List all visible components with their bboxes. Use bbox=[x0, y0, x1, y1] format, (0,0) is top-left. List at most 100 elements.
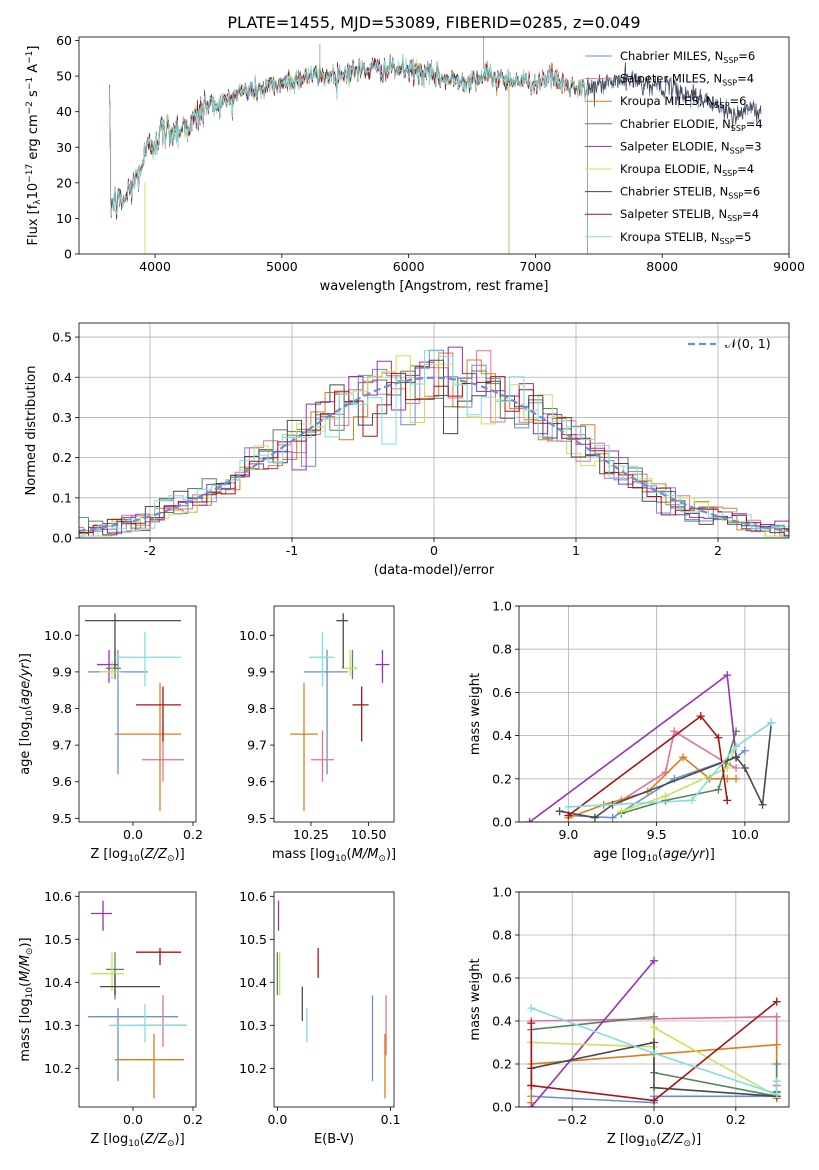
y-tick-label: 9.5 bbox=[247, 811, 267, 826]
weight-marker bbox=[617, 807, 626, 816]
spectrum-legend: Chabrier MILES, NSSP=6 Salpeter MILES, NS… bbox=[585, 49, 763, 246]
errorbar-point bbox=[115, 631, 181, 687]
plot-area bbox=[79, 346, 789, 537]
legend-label: Chabrier STELIB, NSSP=6 bbox=[620, 185, 760, 201]
panels: 4000 5000 6000 7000 8000 90000102030405060wav… bbox=[18, 33, 805, 1149]
x-tick-label: 0.0 bbox=[123, 1112, 143, 1127]
residual-histogram bbox=[79, 372, 789, 536]
plot-area bbox=[88, 900, 187, 1099]
weight-marker bbox=[723, 671, 732, 680]
weight-marker bbox=[772, 1012, 781, 1021]
y-tick-label: 0.4 bbox=[492, 728, 512, 743]
y-tick-label: 9.8 bbox=[52, 701, 72, 716]
errorbar-point bbox=[290, 682, 318, 812]
x-tick-label: 0.2 bbox=[183, 827, 203, 842]
weight-marker bbox=[527, 1081, 536, 1090]
x-axis-label: Z [log10(Z/Z⊙)] bbox=[90, 1132, 184, 1149]
plot-area bbox=[525, 671, 776, 822]
weight-series-line bbox=[530, 960, 655, 1107]
plot-area bbox=[290, 613, 390, 812]
y-tick-label: 0 bbox=[64, 247, 72, 262]
y-tick-label: 9.7 bbox=[247, 738, 267, 753]
errorbar-point bbox=[136, 686, 181, 742]
weight-marker bbox=[714, 785, 723, 794]
y-axis-label: mass [log10(M/M⊙)] bbox=[18, 937, 35, 1061]
y-axis-label: Flux [fλ10−17 erg cm−2 s−1 A−1] bbox=[25, 46, 43, 246]
errorbar-point bbox=[100, 660, 121, 680]
weight-marker bbox=[772, 1090, 781, 1099]
weight-marker bbox=[772, 1040, 781, 1049]
y-tick-label: 0.2 bbox=[492, 771, 512, 786]
errorbar-point bbox=[115, 1033, 184, 1099]
legend-label: Salpeter ELODIE, NSSP=3 bbox=[620, 139, 762, 155]
axes-frame bbox=[518, 605, 790, 823]
x-tick-label: 10.0 bbox=[731, 827, 759, 842]
y-tick-label: 9.6 bbox=[247, 774, 267, 789]
axes-frame bbox=[518, 891, 790, 1108]
y-tick-label: 10.5 bbox=[239, 932, 267, 947]
y-tick-label: 1.0 bbox=[492, 599, 512, 614]
x-tick-label: -1 bbox=[286, 543, 298, 558]
weight-marker bbox=[527, 1103, 536, 1107]
y-tick-label: 0.6 bbox=[492, 971, 512, 986]
x-tick-label: 0.1 bbox=[381, 1112, 401, 1127]
weight-series-line bbox=[530, 1000, 778, 1102]
errorbar-point bbox=[336, 613, 348, 669]
y-tick-label: 10.2 bbox=[239, 1061, 267, 1076]
x-tick-label: 5000 bbox=[266, 259, 298, 274]
x-axis-label: wavelength [Angstrom, rest frame] bbox=[320, 279, 549, 294]
weight-marker bbox=[687, 796, 696, 805]
x-tick-label: 0.0 bbox=[644, 1112, 664, 1127]
x-tick-label: −0.2 bbox=[557, 1112, 587, 1127]
y-axis-label: mass weight bbox=[468, 673, 483, 755]
y-tick-label: 0.2 bbox=[52, 450, 72, 465]
weight-marker bbox=[564, 811, 573, 820]
y-tick-label: 10.5 bbox=[44, 932, 72, 947]
y-tick-label: 0.8 bbox=[492, 642, 512, 657]
weight-marker bbox=[525, 818, 534, 822]
weight-marker bbox=[650, 1083, 658, 1092]
errorbar-point bbox=[304, 649, 348, 775]
y-tick-label: 9.9 bbox=[247, 664, 267, 679]
y-tick-label: 9.9 bbox=[52, 664, 72, 679]
weight-marker bbox=[555, 807, 564, 816]
errorbar-point bbox=[352, 686, 369, 742]
normal-reference-curve bbox=[79, 376, 789, 533]
y-axis-label: Normed distribution bbox=[24, 366, 39, 496]
weight-marker bbox=[772, 1077, 781, 1086]
errorbar-point bbox=[308, 631, 334, 687]
weight-marker bbox=[772, 997, 781, 1006]
y-tick-label: 0.1 bbox=[52, 490, 72, 505]
y-tick-label: 20 bbox=[56, 175, 72, 190]
x-axis-label: age [log10(age/yr)] bbox=[593, 847, 715, 864]
legend-label: Kroupa ELODIE, NSSP=4 bbox=[620, 162, 754, 178]
residual-histogram bbox=[79, 350, 789, 537]
weight-marker bbox=[679, 753, 688, 762]
x-tick-label: 0.0 bbox=[267, 1112, 287, 1127]
weight-marker bbox=[650, 1023, 658, 1032]
plot-area bbox=[527, 956, 781, 1107]
x-tick-label: 9.5 bbox=[647, 827, 667, 842]
x-tick-label: 10.25 bbox=[293, 827, 329, 842]
weight-marker bbox=[527, 1004, 536, 1013]
y-tick-label: 10.6 bbox=[239, 889, 267, 904]
legend-label: Salpeter MILES, NSSP=4 bbox=[620, 72, 754, 88]
weight-marker bbox=[590, 813, 599, 822]
weight-marker bbox=[670, 727, 679, 736]
legend-label: 𝒩(0, 1) bbox=[725, 336, 771, 351]
axes-frame bbox=[78, 36, 790, 255]
y-tick-label: 10.0 bbox=[44, 628, 72, 643]
weight-marker bbox=[696, 712, 705, 721]
y-tick-label: 10 bbox=[56, 211, 72, 226]
residual-histogram bbox=[79, 346, 789, 537]
y-tick-label: 0.8 bbox=[492, 928, 512, 943]
age_vs_mass-panel: 10.25 10.50 9.5 9.6 9.7 9.8 9.9 10.0 mass [log10… bbox=[239, 605, 396, 864]
x-tick-label: 8000 bbox=[646, 259, 678, 274]
y-tick-label: 9.6 bbox=[52, 774, 72, 789]
x-axis-label: mass [log10(M/M⊙)] bbox=[272, 847, 396, 864]
y-tick-label: 10.0 bbox=[239, 628, 267, 643]
y-tick-label: 10.3 bbox=[239, 1018, 267, 1033]
residual-histogram bbox=[79, 359, 789, 537]
y-tick-label: 50 bbox=[56, 69, 72, 84]
x-axis-label: E(B-V) bbox=[314, 1132, 354, 1147]
